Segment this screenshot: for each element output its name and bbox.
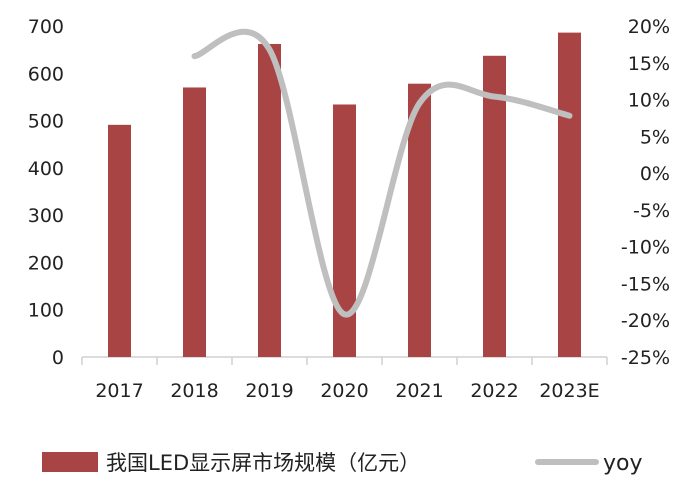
legend-bar-swatch <box>42 452 98 472</box>
left-tick-label: 300 <box>28 205 64 227</box>
bar-2022 <box>483 56 506 357</box>
left-tick-label: 500 <box>28 111 64 133</box>
left-tick-label: 100 <box>28 300 64 322</box>
x-tick-label: 2021 <box>395 380 443 402</box>
legend-bar-label: 我国LED显示屏市场规模（亿元） <box>106 451 420 475</box>
right-tick-label: 10% <box>628 90 670 112</box>
x-tick-label: 2019 <box>245 380 293 402</box>
right-tick-label: 15% <box>628 53 670 75</box>
left-tick-label: 200 <box>28 252 64 274</box>
right-tick-label: 5% <box>640 126 670 148</box>
left-tick-label: 600 <box>28 63 64 85</box>
bar-2017 <box>108 125 131 357</box>
left-tick-label: 700 <box>28 16 64 38</box>
left-tick-label: 400 <box>28 158 64 180</box>
x-tick-label: 2017 <box>95 380 143 402</box>
bar-2019 <box>258 44 281 357</box>
right-tick-label: 20% <box>628 16 670 38</box>
right-tick-label: -10% <box>621 237 670 259</box>
yoy-line <box>195 32 570 315</box>
bar-2020 <box>333 104 356 357</box>
legend-line-label: yoy <box>603 451 643 476</box>
right-tick-label: -25% <box>621 347 670 369</box>
left-tick-label: 0 <box>52 347 64 369</box>
bar-2018 <box>183 87 206 357</box>
right-tick-label: 0% <box>640 163 670 185</box>
x-tick-label: 2018 <box>170 380 218 402</box>
right-tick-label: -15% <box>621 273 670 295</box>
right-tick-label: -20% <box>621 310 670 332</box>
right-tick-label: -5% <box>633 200 670 222</box>
bar-2023E <box>558 33 581 357</box>
x-tick-label: 2022 <box>470 380 518 402</box>
x-tick-label: 2023E <box>539 380 599 402</box>
x-tick-label: 2020 <box>320 380 368 402</box>
